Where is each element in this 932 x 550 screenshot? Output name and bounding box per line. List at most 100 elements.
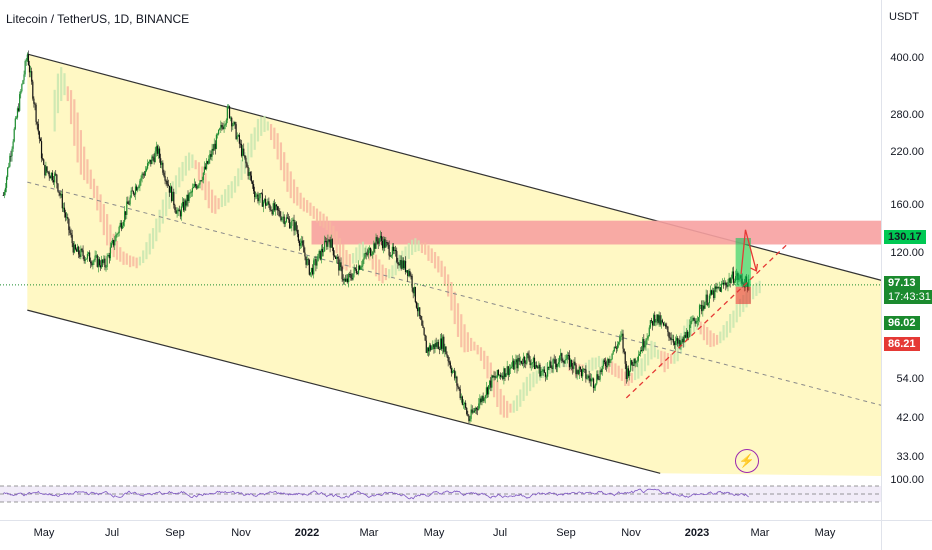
candle-body xyxy=(146,163,149,169)
candle-body xyxy=(70,232,72,235)
candle-body xyxy=(639,350,642,355)
candle-body xyxy=(458,387,460,389)
candle-body xyxy=(151,156,153,165)
cloud-segment xyxy=(463,324,466,353)
candle-body xyxy=(373,243,375,253)
candle-body xyxy=(408,270,410,277)
candle-body xyxy=(416,307,419,312)
cloud-segment xyxy=(466,332,469,352)
candle-body xyxy=(198,184,200,186)
candle-body xyxy=(121,225,124,229)
candle-body xyxy=(299,243,302,246)
candle-body xyxy=(588,375,590,379)
symbol-title[interactable]: Litecoin / TetherUS, 1D, BINANCE xyxy=(6,12,190,26)
candle-body xyxy=(712,290,714,295)
candle-body xyxy=(663,324,666,326)
cloud-segment xyxy=(670,354,673,364)
candle-body xyxy=(401,260,403,269)
candle-body xyxy=(202,172,204,180)
candle-body xyxy=(290,225,292,229)
candle-body xyxy=(631,360,633,365)
candle-body xyxy=(418,307,420,312)
cloud-segment xyxy=(135,257,138,269)
candle-body xyxy=(302,240,304,246)
candle-body xyxy=(294,222,296,231)
candle-body xyxy=(644,345,646,348)
cloud-segment xyxy=(96,185,99,211)
candle-body xyxy=(591,378,594,380)
candle-body xyxy=(184,200,186,211)
candle-body xyxy=(173,191,175,206)
candle-body xyxy=(354,267,356,270)
candle-body xyxy=(655,321,657,323)
y-tick: 220.00 xyxy=(890,146,924,158)
candle-body xyxy=(470,409,472,419)
cloud-segment xyxy=(617,365,620,379)
candle-body xyxy=(551,367,553,369)
cloud-segment xyxy=(663,351,666,373)
candle-body xyxy=(130,190,132,198)
candle-body xyxy=(467,413,469,416)
cloud-segment xyxy=(420,242,424,254)
candle-body xyxy=(200,180,202,182)
cloud-segment xyxy=(322,213,325,228)
candle-body xyxy=(407,270,409,277)
x-tick: Jul xyxy=(104,527,120,539)
candle-body xyxy=(456,376,458,386)
candle-body xyxy=(513,360,515,370)
cloud-segment xyxy=(165,192,168,217)
candle-body xyxy=(675,338,678,341)
candle-body xyxy=(514,362,516,370)
candle-body xyxy=(508,368,510,375)
candle-body xyxy=(275,204,278,207)
candle-body xyxy=(306,259,308,265)
candle-body xyxy=(477,409,479,411)
candle-body xyxy=(218,129,220,135)
candle-body xyxy=(281,217,283,221)
cloud-segment xyxy=(132,256,135,267)
candle-body xyxy=(314,259,316,261)
cloud-segment xyxy=(620,368,624,381)
candle-body xyxy=(12,141,14,149)
candle-body xyxy=(703,305,705,309)
candle-body xyxy=(64,212,67,218)
candle-body xyxy=(702,305,704,312)
cloud-segment xyxy=(99,194,102,223)
candle-body xyxy=(709,290,712,296)
candle-body xyxy=(78,246,80,255)
candle-body xyxy=(383,239,385,249)
candle-body xyxy=(707,303,709,306)
candle-body xyxy=(398,264,400,266)
candle-body xyxy=(49,176,51,179)
candle-body xyxy=(340,262,342,267)
candle-body xyxy=(242,148,244,156)
candle-body xyxy=(547,366,549,377)
cloud-segment xyxy=(210,189,214,213)
candle-body xyxy=(341,266,343,280)
candle-body xyxy=(216,134,219,136)
candle-body xyxy=(231,117,233,127)
cloud-segment xyxy=(53,89,56,132)
candle-body xyxy=(708,295,710,304)
candle-body xyxy=(414,287,416,303)
candle-body xyxy=(578,366,580,374)
candle-body xyxy=(628,370,631,377)
candle-body xyxy=(516,359,518,369)
candle-body xyxy=(240,143,243,156)
cloud-segment xyxy=(342,244,345,270)
y-tick: 160.00 xyxy=(890,199,924,211)
candle-body xyxy=(634,358,636,364)
candle-body xyxy=(167,184,169,186)
candle-body xyxy=(102,259,104,263)
cloud-segment xyxy=(529,373,532,392)
cloud-segment xyxy=(437,256,440,273)
candle-body xyxy=(433,344,435,350)
candle-body xyxy=(611,353,613,360)
lightning-icon[interactable]: ⚡ xyxy=(735,449,759,473)
cloud-segment xyxy=(473,341,476,351)
candle-body xyxy=(465,402,467,408)
candle-body xyxy=(596,374,598,384)
candle-body xyxy=(677,338,679,344)
candle-body xyxy=(244,155,246,158)
